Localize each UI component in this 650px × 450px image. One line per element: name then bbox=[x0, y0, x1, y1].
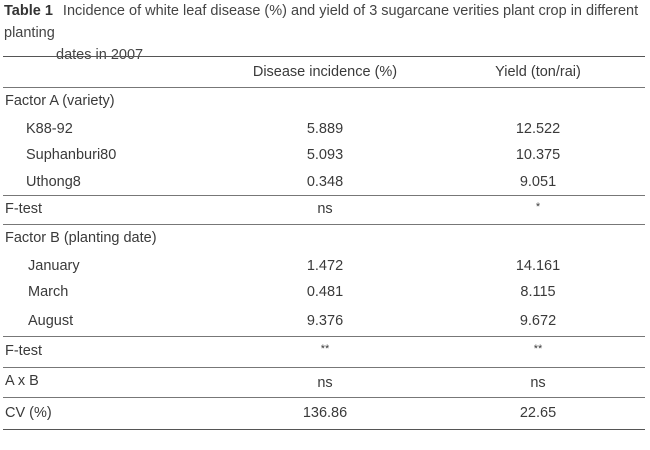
row-yield-suphanburi80: 10.375 bbox=[515, 147, 561, 163]
interaction-rule bbox=[3, 367, 645, 368]
interaction-label: A x B bbox=[5, 373, 39, 389]
row-disease-suphanburi80: 5.093 bbox=[306, 147, 344, 163]
row-label-k88-92: K88-92 bbox=[26, 121, 73, 137]
table-caption-line1: Incidence of white leaf disease (%) and … bbox=[4, 3, 639, 41]
factor-a-ftest-disease: ns bbox=[317, 201, 333, 217]
factor-b-ftest-disease: ** bbox=[320, 343, 330, 355]
row-disease-uthong8: 0.348 bbox=[306, 174, 344, 190]
factor-b-ftest-rule bbox=[3, 336, 645, 337]
factor-a-ftest-rule bbox=[3, 195, 645, 196]
row-yield-march: 8.115 bbox=[520, 284, 556, 300]
header-yield: Yield (ton/rai) bbox=[495, 64, 581, 80]
table-caption: Table 1 Incidence of white leaf disease … bbox=[4, 0, 648, 66]
row-yield-january: 14.161 bbox=[515, 258, 561, 274]
header-disease-incidence: Disease incidence (%) bbox=[252, 64, 398, 80]
table-caption-label: Table 1 bbox=[4, 3, 53, 19]
row-disease-august: 9.376 bbox=[306, 313, 344, 329]
header-rule bbox=[3, 87, 645, 88]
row-label-january: January bbox=[28, 258, 80, 274]
table-caption-line2: dates in 2007 bbox=[56, 47, 144, 63]
factor-b-title: Factor B (planting date) bbox=[5, 230, 157, 246]
factor-a-title: Factor A (variety) bbox=[5, 93, 115, 109]
factor-b-ftest-yield: ** bbox=[533, 343, 543, 355]
row-label-march: March bbox=[28, 284, 69, 300]
cv-yield: 22.65 bbox=[519, 405, 557, 421]
factor-a-ftest-label: F-test bbox=[5, 201, 43, 217]
row-label-uthong8: Uthong8 bbox=[26, 174, 81, 190]
row-disease-march: 0.481 bbox=[306, 284, 344, 300]
factor-b-ftest-label: F-test bbox=[5, 343, 43, 359]
factor-a-ftest-yield: * bbox=[535, 201, 541, 213]
row-yield-uthong8: 9.051 bbox=[519, 174, 557, 190]
table-top-rule bbox=[3, 56, 645, 57]
row-label-august: August bbox=[28, 313, 74, 329]
factor-b-rule bbox=[3, 224, 645, 225]
cv-disease: 136.86 bbox=[302, 405, 348, 421]
row-label-suphanburi80: Suphanburi80 bbox=[26, 147, 117, 163]
row-yield-k88-92: 12.522 bbox=[515, 121, 561, 137]
row-disease-january: 1.472 bbox=[306, 258, 344, 274]
interaction-yield: ns bbox=[530, 375, 546, 391]
interaction-disease: ns bbox=[317, 375, 333, 391]
table-bottom-rule bbox=[3, 429, 645, 430]
cv-rule bbox=[3, 397, 645, 398]
cv-label: CV (%) bbox=[5, 405, 52, 421]
row-yield-august: 9.672 bbox=[519, 313, 557, 329]
row-disease-k88-92: 5.889 bbox=[306, 121, 344, 137]
